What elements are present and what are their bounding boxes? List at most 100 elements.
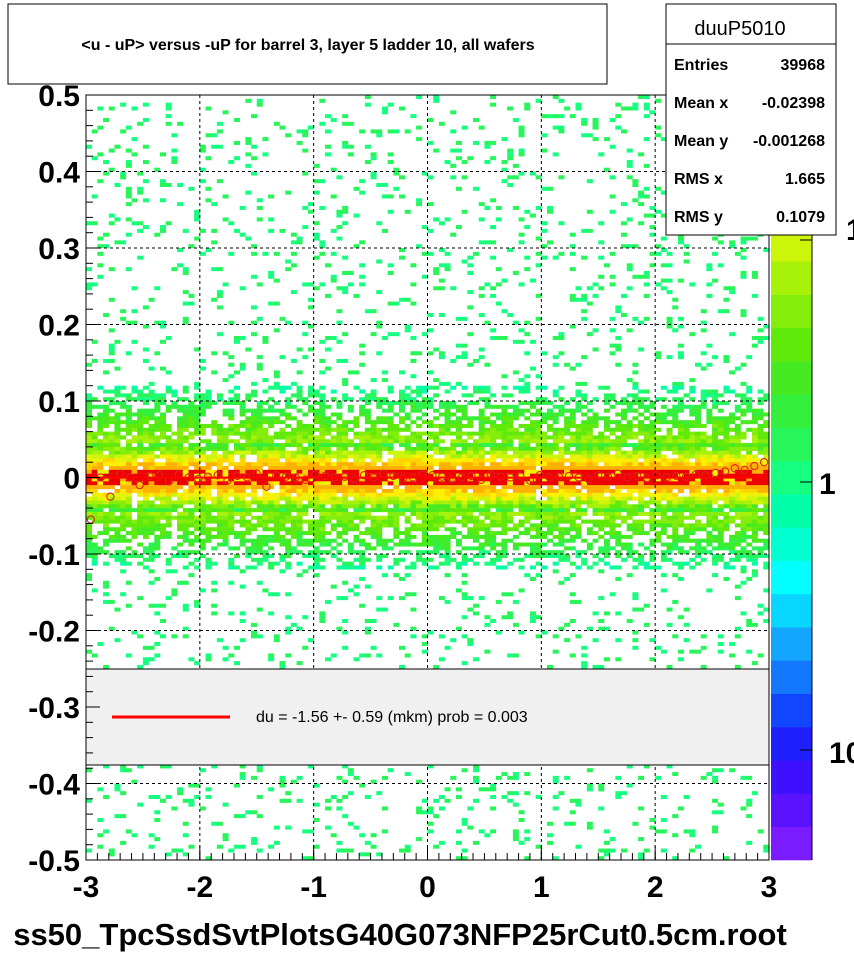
- heatmap-cell: [131, 423, 138, 428]
- heatmap-cell: [655, 439, 662, 444]
- heatmap-cell: [444, 542, 451, 547]
- heatmap-cell: [307, 531, 314, 536]
- heatmap-cell: [427, 515, 434, 520]
- heatmap-cell: [461, 458, 468, 463]
- heatmap-cell: [239, 519, 246, 524]
- heatmap-cell: [541, 431, 548, 436]
- heatmap-cell: [706, 542, 713, 547]
- heatmap-cell: [325, 511, 332, 516]
- heatmap-cell: [461, 160, 468, 165]
- heatmap-cell: [677, 515, 684, 520]
- heatmap-cell: [535, 458, 542, 463]
- heatmap-cell: [666, 420, 673, 425]
- heatmap-cell: [535, 293, 542, 298]
- heatmap-cell: [592, 125, 599, 130]
- heatmap-cell: [558, 98, 565, 103]
- heatmap-cell: [347, 519, 354, 524]
- heatmap-cell: [416, 496, 423, 501]
- heatmap-cell: [484, 443, 491, 448]
- heatmap-cell: [148, 508, 155, 513]
- heatmap-cell: [615, 309, 622, 314]
- heatmap-cell: [114, 401, 121, 406]
- heatmap-cell: [342, 393, 349, 398]
- heatmap-cell: [717, 527, 724, 532]
- heatmap-cell: [279, 446, 286, 451]
- heatmap-cell: [137, 121, 144, 126]
- heatmap-cell: [518, 473, 525, 478]
- heatmap-cell: [342, 481, 349, 486]
- heatmap-cell: [319, 504, 326, 509]
- heatmap-cell: [467, 519, 474, 524]
- heatmap-cell: [586, 408, 593, 413]
- heatmap-cell: [199, 446, 206, 451]
- heatmap-cell: [461, 439, 468, 444]
- heatmap-cell: [495, 519, 502, 524]
- heatmap-cell: [296, 511, 303, 516]
- heatmap-cell: [137, 477, 144, 482]
- heatmap-cell: [319, 466, 326, 471]
- heatmap-cell: [114, 458, 121, 463]
- heatmap-cell: [467, 255, 474, 260]
- heatmap-cell: [501, 500, 508, 505]
- heatmap-cell: [302, 519, 309, 524]
- heatmap-cell: [689, 531, 696, 536]
- heatmap-cell: [450, 163, 457, 168]
- heatmap-cell: [182, 511, 189, 516]
- heatmap-cell: [177, 443, 184, 448]
- heatmap-cell: [484, 534, 491, 539]
- heatmap-cell: [222, 500, 229, 505]
- heatmap-cell: [746, 496, 753, 501]
- heatmap-cell: [643, 213, 650, 218]
- heatmap-cell: [194, 527, 201, 532]
- heatmap-cell: [484, 144, 491, 149]
- heatmap-cell: [700, 435, 707, 440]
- heatmap-cell: [433, 550, 440, 555]
- heatmap-cell: [717, 393, 724, 398]
- heatmap-cell: [387, 129, 394, 134]
- heatmap-cell: [359, 351, 366, 356]
- heatmap-cell: [376, 129, 383, 134]
- heatmap-cell: [142, 485, 149, 490]
- heatmap-cell: [524, 466, 531, 471]
- heatmap-cell: [262, 137, 269, 142]
- heatmap-cell: [399, 531, 406, 536]
- heatmap-cell: [353, 186, 360, 191]
- heatmap-cell: [558, 125, 565, 130]
- heatmap-cell: [444, 546, 451, 551]
- heatmap-cell: [256, 500, 263, 505]
- heatmap-cell: [689, 397, 696, 402]
- heatmap-cell: [171, 160, 178, 165]
- heatmap-cell: [285, 481, 292, 486]
- heatmap-cell: [199, 554, 206, 559]
- heatmap-cell: [159, 366, 166, 371]
- heatmap-cell: [569, 523, 576, 528]
- heatmap-cell: [507, 416, 514, 421]
- heatmap-cell: [740, 240, 747, 245]
- heatmap-cell: [245, 190, 252, 195]
- heatmap-cell: [177, 496, 184, 501]
- heatmap-cell: [194, 423, 201, 428]
- heatmap-cell: [131, 412, 138, 417]
- heatmap-cell: [729, 466, 736, 471]
- heatmap-cell: [512, 320, 519, 325]
- heatmap-cell: [518, 232, 525, 237]
- heatmap-cell: [188, 416, 195, 421]
- heatmap-cell: [490, 534, 497, 539]
- heatmap-cell: [518, 511, 525, 516]
- heatmap-cell: [148, 439, 155, 444]
- heatmap-cell: [159, 492, 166, 497]
- heatmap-cell: [325, 550, 332, 555]
- heatmap-cell: [689, 378, 696, 383]
- heatmap-cell: [387, 263, 394, 268]
- heatmap-cell: [421, 397, 428, 402]
- heatmap-cell: [575, 362, 582, 367]
- heatmap-cell: [763, 504, 770, 509]
- heatmap-cell: [370, 508, 377, 513]
- heatmap-cell: [154, 554, 161, 559]
- heatmap-cell: [655, 282, 662, 287]
- heatmap-cell: [245, 500, 252, 505]
- heatmap-cell: [285, 538, 292, 543]
- heatmap-cell: [621, 293, 628, 298]
- heatmap-cell: [199, 423, 206, 428]
- heatmap-cell: [529, 515, 536, 520]
